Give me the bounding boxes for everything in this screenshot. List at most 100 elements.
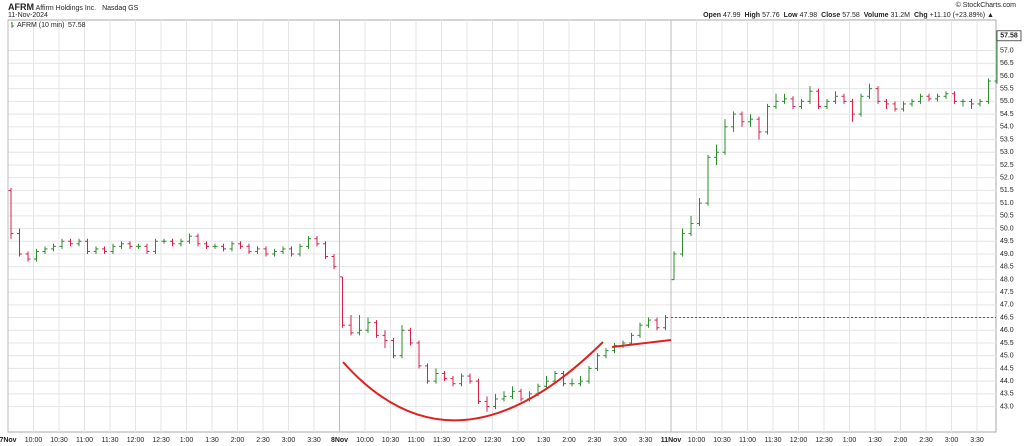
y-tick-label: 48.0 [1000,276,1014,283]
y-tick-label: 48.5 [1000,264,1014,271]
y-tick-label: 50.0 [1000,225,1014,232]
x-tick-label: 2:30 [588,437,602,444]
x-tick-label: 10:30 [713,437,731,444]
x-tick-label: 11:30 [102,437,119,444]
x-tick-label: 7Nov [0,437,17,444]
x-tick-label: 2:30 [919,437,933,444]
y-tick-label: 45.0 [1000,353,1014,360]
legend-icon [11,22,14,28]
stats-row: Open 47.99 High 57.76 Low 47.98 Close 57.58 Volu… [703,12,998,19]
y-tick-label: 46.0 [1000,327,1014,334]
last-price-box [996,30,1022,42]
title-row: AFRM Affirm Holdings Inc. Nasdaq GS [8,2,138,12]
stat-label: Chg [913,12,928,19]
x-tick-label: 3:30 [970,437,984,444]
y-tick-label: 53.0 [1000,149,1014,156]
legend: AFRM (10 min) 57.58 [11,22,86,29]
y-tick-label: 46.5 [1000,314,1014,321]
x-tick-label: 8Nov [331,437,348,444]
y-tick-label: 44.5 [1000,365,1014,372]
symbol: AFRM [8,2,34,12]
x-tick-label: 12:00 [790,437,808,444]
y-tick-label: 44.0 [1000,378,1014,385]
x-tick-label: 1:00 [511,437,525,444]
y-tick-label: 52.0 [1000,175,1014,182]
x-tick-label: 2:00 [231,437,245,444]
y-tick-label: 56.5 [1000,60,1014,67]
stat-label: Close [821,12,841,19]
x-tick-label: 3:30 [639,437,653,444]
exchange: Nasdaq GS [102,5,139,12]
y-tick-label: 51.5 [1000,187,1014,194]
stat-value: 47.99 [723,12,741,19]
legend-label: AFRM (10 min) [17,22,64,29]
y-tick-label: 54.0 [1000,124,1014,131]
stat-value: +11.10 (+23.89%) ▲ [929,12,994,19]
y-tick-label: 54.5 [1000,111,1014,118]
x-tick-label: 10:00 [356,437,374,444]
x-tick-label: 12:30 [152,437,170,444]
bars [8,31,1000,412]
x-tick-label: 3:30 [307,437,321,444]
y-tick-label: 47.5 [1000,289,1014,296]
grid [7,20,996,432]
x-tick-label: 2:00 [562,437,576,444]
stat-value: 57.58 [842,12,860,19]
stat-label: Low [783,12,798,19]
stat-value: 47.98 [799,12,818,19]
x-tick-label: 10:00 [25,437,43,444]
copyright: © StockCharts.com [955,2,1016,9]
stat-value: 57.76 [762,12,780,19]
x-tick-label: 11:00 [76,437,93,444]
y-tick-label: 50.5 [1000,213,1014,220]
trend-line [611,339,672,348]
stat-label: High [744,12,761,19]
x-tick-label: 1:00 [180,437,194,444]
x-tick-label: 1:00 [843,437,857,444]
x-tick-label: 12:30 [484,437,502,444]
x-tick-label: 12:00 [127,437,145,444]
x-tick-label: 2:00 [894,437,908,444]
y-tick-label: 51.0 [1000,200,1014,207]
y-tick-label: 55.0 [1000,98,1014,105]
y-tick-label: 55.5 [1000,86,1014,93]
x-tick-label: 10:30 [50,437,68,444]
x-tick-label: 11:00 [739,437,756,444]
company-name: Affirm Holdings Inc. [35,5,97,12]
x-tick-label: 3:00 [945,437,959,444]
stat-label: Open [703,12,721,19]
legend-value: 57.58 [68,22,86,29]
y-tick-label: 43.5 [1000,391,1014,398]
x-tick-label: 11:30 [433,437,450,444]
x-tick-label: 10:30 [382,437,400,444]
x-tick-label: 2:30 [256,437,270,444]
x-tick-label: 11Nov [661,437,682,444]
y-tick-label: 43.0 [1000,403,1014,410]
y-tick-label: 57.0 [1000,47,1014,54]
trend-curve [342,341,604,422]
x-tick-label: 1:30 [537,437,551,444]
chart-date: 11-Nov-2024 [8,12,48,19]
x-tick-label: 11:00 [408,437,425,444]
x-tick-label: 10:00 [688,437,706,444]
y-tick-label: 52.5 [1000,162,1014,169]
stat-label: Volume [863,12,889,19]
y-tick-label: 49.0 [1000,251,1014,258]
y-tick-label: 45.5 [1000,340,1014,347]
x-tick-label: 12:00 [458,437,476,444]
y-tick-label: 56.0 [1000,73,1014,80]
stat-value: 31.2M [890,12,910,19]
last-price-label: 57.58 [1000,33,1018,40]
plot-frame [7,19,997,433]
x-tick-label: 12:30 [815,437,833,444]
x-tick-label: 1:30 [205,437,219,444]
y-tick-label: 49.5 [1000,238,1014,245]
x-tick-label: 3:00 [282,437,296,444]
y-tick-label: 47.0 [1000,302,1014,309]
y-tick-label: 53.5 [1000,136,1014,143]
x-tick-label: 1:30 [868,437,882,444]
x-tick-label: 11:30 [765,437,782,444]
x-tick-label: 3:00 [613,437,627,444]
